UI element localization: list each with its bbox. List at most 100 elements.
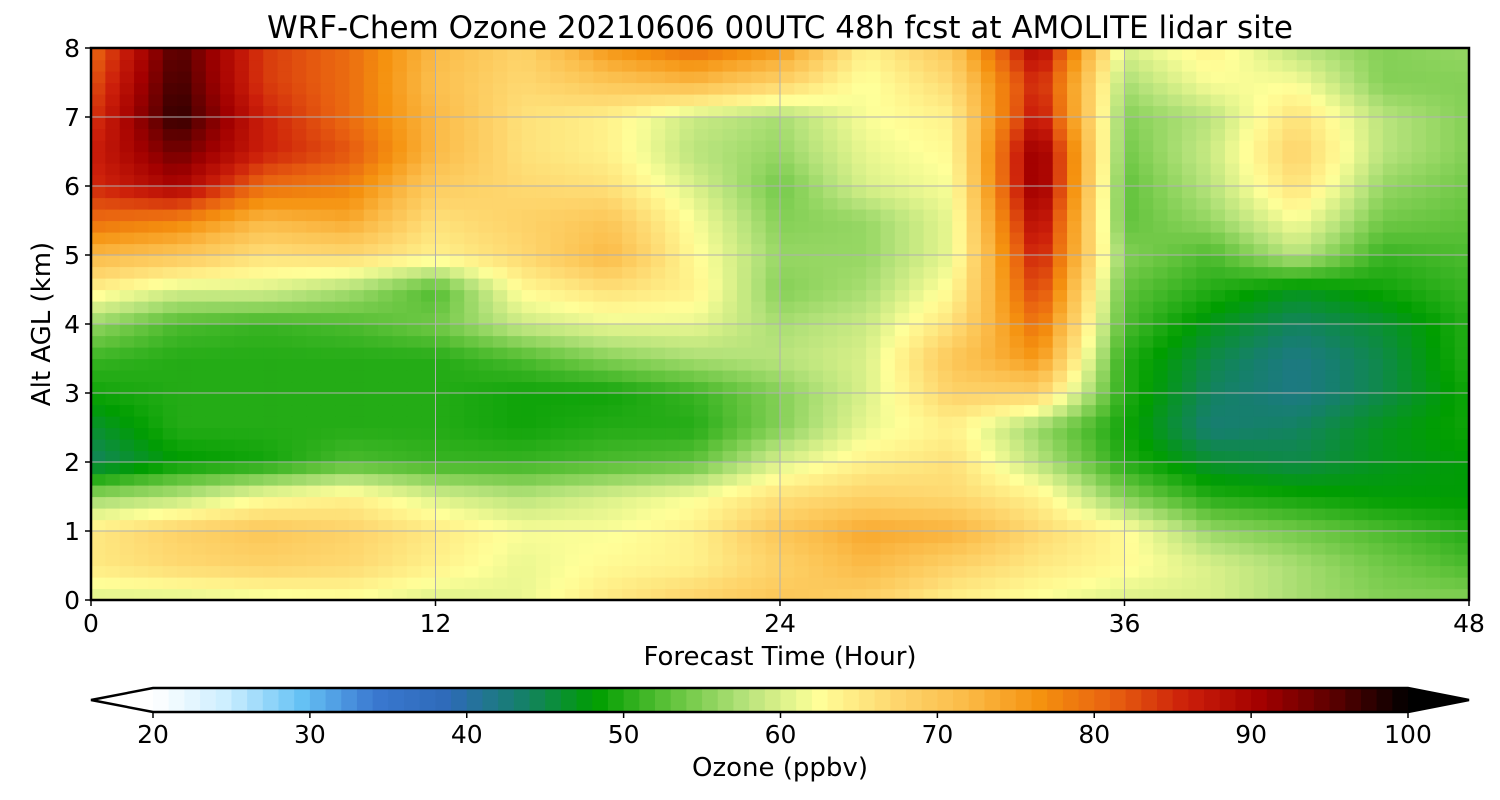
heatmap-cell bbox=[1454, 381, 1469, 394]
heatmap-cell bbox=[564, 48, 580, 61]
heatmap-cell bbox=[1368, 335, 1384, 348]
heatmap-cell bbox=[148, 370, 164, 383]
heatmap-cell bbox=[765, 220, 781, 233]
heatmap-cell bbox=[1167, 140, 1183, 153]
heatmap-cell bbox=[1110, 174, 1126, 187]
heatmap-cell bbox=[148, 117, 164, 130]
heatmap-cell bbox=[1282, 140, 1298, 153]
heatmap-cell bbox=[579, 220, 594, 233]
heatmap-cell bbox=[1124, 439, 1140, 452]
heatmap-cell bbox=[1296, 151, 1312, 164]
heatmap-cell bbox=[335, 71, 350, 84]
heatmap-cell bbox=[995, 94, 1011, 107]
heatmap-cell bbox=[751, 439, 767, 452]
heatmap-cell bbox=[234, 140, 250, 153]
heatmap-cell bbox=[435, 82, 451, 95]
heatmap-cell bbox=[622, 232, 638, 245]
heatmap-cell bbox=[736, 255, 752, 268]
heatmap-cell bbox=[650, 347, 666, 360]
heatmap-cell bbox=[220, 163, 236, 176]
heatmap-cell bbox=[593, 577, 609, 590]
heatmap-cell bbox=[679, 232, 695, 245]
heatmap-cell bbox=[1110, 335, 1126, 348]
heatmap-cell bbox=[1181, 496, 1197, 509]
heatmap-cell bbox=[1354, 554, 1370, 567]
colorbar-swatch bbox=[780, 688, 797, 712]
heatmap-cell bbox=[162, 439, 178, 452]
heatmap-cell bbox=[478, 324, 494, 337]
heatmap-cell bbox=[349, 439, 365, 452]
heatmap-cell bbox=[119, 554, 135, 567]
heatmap-cell bbox=[995, 404, 1011, 417]
heatmap-cell bbox=[521, 347, 537, 360]
heatmap-cell bbox=[1196, 48, 1212, 61]
heatmap-cell bbox=[1382, 508, 1398, 521]
heatmap-cell bbox=[378, 381, 394, 394]
heatmap-cell bbox=[550, 554, 566, 567]
heatmap-cell bbox=[1095, 588, 1111, 600]
heatmap-cell bbox=[1095, 370, 1111, 383]
heatmap-cell bbox=[1081, 289, 1097, 302]
heatmap-cell bbox=[607, 508, 623, 521]
heatmap-cell bbox=[263, 542, 279, 555]
heatmap-cell bbox=[162, 232, 178, 245]
heatmap-cell bbox=[335, 554, 350, 567]
heatmap-cell bbox=[1282, 105, 1298, 118]
heatmap-cell bbox=[736, 186, 752, 199]
heatmap-cell bbox=[449, 496, 465, 509]
heatmap-cell bbox=[1411, 278, 1427, 291]
heatmap-cell bbox=[1425, 358, 1441, 371]
heatmap-cell bbox=[320, 151, 336, 164]
heatmap-cell bbox=[1095, 519, 1111, 532]
heatmap-cell bbox=[636, 278, 652, 291]
heatmap-cell bbox=[923, 542, 939, 555]
heatmap-cell bbox=[449, 588, 465, 600]
heatmap-cell bbox=[937, 163, 953, 176]
heatmap-cell bbox=[119, 485, 135, 498]
heatmap-cell bbox=[191, 335, 207, 348]
heatmap-cell bbox=[421, 462, 437, 475]
heatmap-cell bbox=[1196, 381, 1212, 394]
heatmap-cell bbox=[464, 94, 480, 107]
heatmap-cell bbox=[1196, 508, 1212, 521]
heatmap-cell bbox=[492, 59, 508, 72]
heatmap-cell bbox=[937, 531, 953, 544]
heatmap-cell bbox=[1110, 427, 1126, 440]
heatmap-cell bbox=[1354, 496, 1370, 509]
heatmap-cell bbox=[607, 48, 623, 61]
heatmap-cell bbox=[277, 48, 293, 61]
heatmap-cell bbox=[1210, 117, 1226, 130]
y-tick-label: 8 bbox=[64, 34, 80, 63]
heatmap-cell bbox=[1296, 542, 1312, 555]
heatmap-cell bbox=[349, 266, 365, 279]
heatmap-cell bbox=[736, 209, 752, 222]
heatmap-cell bbox=[134, 554, 150, 567]
heatmap-cell bbox=[363, 301, 379, 314]
heatmap-cell bbox=[1153, 71, 1169, 84]
heatmap-cell bbox=[1038, 358, 1054, 371]
heatmap-cell bbox=[665, 577, 681, 590]
heatmap-cell bbox=[751, 163, 767, 176]
heatmap-cell bbox=[780, 301, 795, 314]
heatmap-cell bbox=[1253, 542, 1269, 555]
heatmap-cell bbox=[392, 335, 408, 348]
heatmap-cell bbox=[1224, 128, 1240, 141]
heatmap-cell bbox=[966, 381, 982, 394]
heatmap-cell bbox=[306, 588, 322, 600]
heatmap-cell bbox=[693, 174, 709, 187]
heatmap-cell bbox=[1038, 381, 1054, 394]
heatmap-cell bbox=[378, 496, 394, 509]
colorbar-swatch bbox=[1235, 688, 1252, 712]
heatmap-cell bbox=[923, 163, 939, 176]
heatmap-cell bbox=[363, 174, 379, 187]
heatmap-cell bbox=[464, 128, 480, 141]
heatmap-cell bbox=[1138, 209, 1154, 222]
heatmap-cell bbox=[1239, 59, 1255, 72]
heatmap-cell bbox=[263, 163, 279, 176]
heatmap-cell bbox=[564, 243, 580, 256]
heatmap-cell bbox=[851, 531, 867, 544]
heatmap-cell bbox=[464, 163, 480, 176]
heatmap-cell bbox=[291, 462, 307, 475]
heatmap-cell bbox=[1339, 255, 1355, 268]
